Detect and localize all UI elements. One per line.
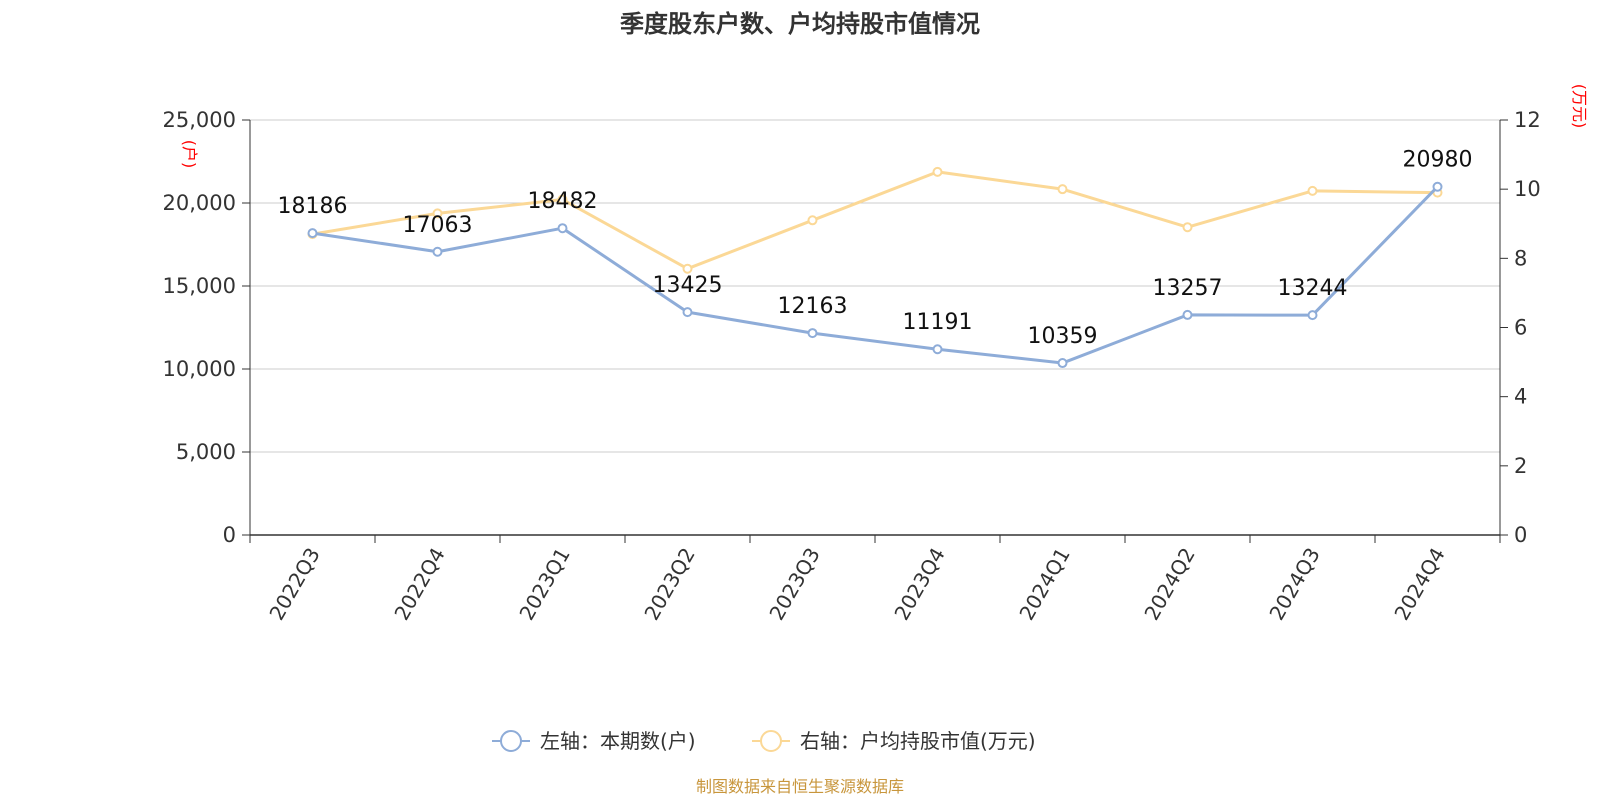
left-axis-unit: (户) <box>180 140 199 169</box>
data-label: 10359 <box>1028 324 1098 349</box>
data-label: 17063 <box>403 213 473 238</box>
right-tick-label: 2 <box>1514 454 1527 478</box>
left-series-point <box>432 246 443 257</box>
right-tick-label: 4 <box>1514 385 1527 409</box>
data-label: 18186 <box>278 194 348 219</box>
data-label: 13257 <box>1153 276 1223 301</box>
x-tick-label: 2023Q2 <box>639 544 699 625</box>
left-tick-label: 10,000 <box>163 357 236 381</box>
data-label: 11191 <box>903 310 973 335</box>
left-tick-label: 20,000 <box>163 191 236 215</box>
right-series-point <box>432 208 443 219</box>
left-series-point <box>807 328 818 339</box>
left-tick-label: 25,000 <box>163 108 236 132</box>
x-tick-label: 2024Q3 <box>1264 544 1324 625</box>
legend-label-right: 右轴：户均持股市值(万元) <box>800 729 1036 753</box>
data-label: 18482 <box>528 189 598 214</box>
left-series-point <box>557 223 568 234</box>
x-tick-label: 2023Q1 <box>514 544 574 625</box>
left-series-point <box>1432 181 1443 192</box>
legend-label-left: 左轴：本期数(户) <box>540 729 696 753</box>
left-tick-label: 15,000 <box>163 274 236 298</box>
right-tick-label: 12 <box>1514 108 1541 132</box>
x-tick-label: 2024Q1 <box>1014 544 1074 625</box>
data-label: 13425 <box>653 273 723 298</box>
left-series-point <box>1057 358 1068 369</box>
x-tick-label: 2022Q3 <box>264 544 324 625</box>
x-tick-label: 2023Q3 <box>764 544 824 625</box>
data-label: 20980 <box>1403 148 1473 173</box>
series-layer <box>307 166 1443 369</box>
x-tick-label: 2023Q4 <box>889 544 949 625</box>
grid-lines <box>250 119 1500 453</box>
axes: 0 5,000 10,000 15,000 20,000 25,000 0 2 4 6 8 10 12 2… <box>163 108 1541 624</box>
right-series-point <box>682 263 693 274</box>
right-tick-label: 6 <box>1514 316 1527 340</box>
chart-title: 季度股东户数、户均持股市值情况 <box>620 10 980 38</box>
right-series-line <box>312 170 1438 271</box>
left-series-point <box>1307 310 1318 321</box>
data-labels: 18186 17063 18482 13425 12163 11191 10359 13257… <box>278 148 1473 349</box>
left-tick-label: 0 <box>223 523 236 547</box>
right-series-point <box>1182 222 1193 233</box>
left-series-line <box>312 185 1439 365</box>
legend-item-left[interactable]: 左轴：本期数(户) <box>492 729 696 753</box>
right-axis-unit: (万元) <box>1570 84 1589 129</box>
right-tick-label: 0 <box>1514 523 1527 547</box>
right-series-point <box>932 166 943 177</box>
left-series-point <box>1182 309 1193 320</box>
left-series-point <box>307 228 318 239</box>
right-tick-label: 10 <box>1514 177 1541 201</box>
x-tick-label: 2024Q4 <box>1389 544 1449 625</box>
right-series-point <box>1307 185 1318 196</box>
x-tick-label: 2022Q4 <box>389 544 449 625</box>
legend-marker-left <box>500 730 522 752</box>
data-label: 12163 <box>778 294 848 319</box>
right-series-point <box>557 194 568 205</box>
left-series-point <box>682 307 693 318</box>
left-series-point <box>932 344 943 355</box>
source-note: 制图数据来自恒生聚源数据库 <box>696 777 904 796</box>
legend[interactable]: 左轴：本期数(户) 右轴：户均持股市值(万元) <box>492 729 1036 753</box>
x-tick-label: 2024Q2 <box>1139 544 1199 625</box>
left-tick-label: 5,000 <box>176 440 236 464</box>
right-series-point <box>807 215 818 226</box>
legend-item-right[interactable]: 右轴：户均持股市值(万元) <box>752 729 1036 753</box>
legend-marker-right <box>760 730 782 752</box>
data-label: 13244 <box>1278 276 1348 301</box>
right-tick-label: 8 <box>1514 246 1527 270</box>
right-series-point <box>1057 184 1068 195</box>
